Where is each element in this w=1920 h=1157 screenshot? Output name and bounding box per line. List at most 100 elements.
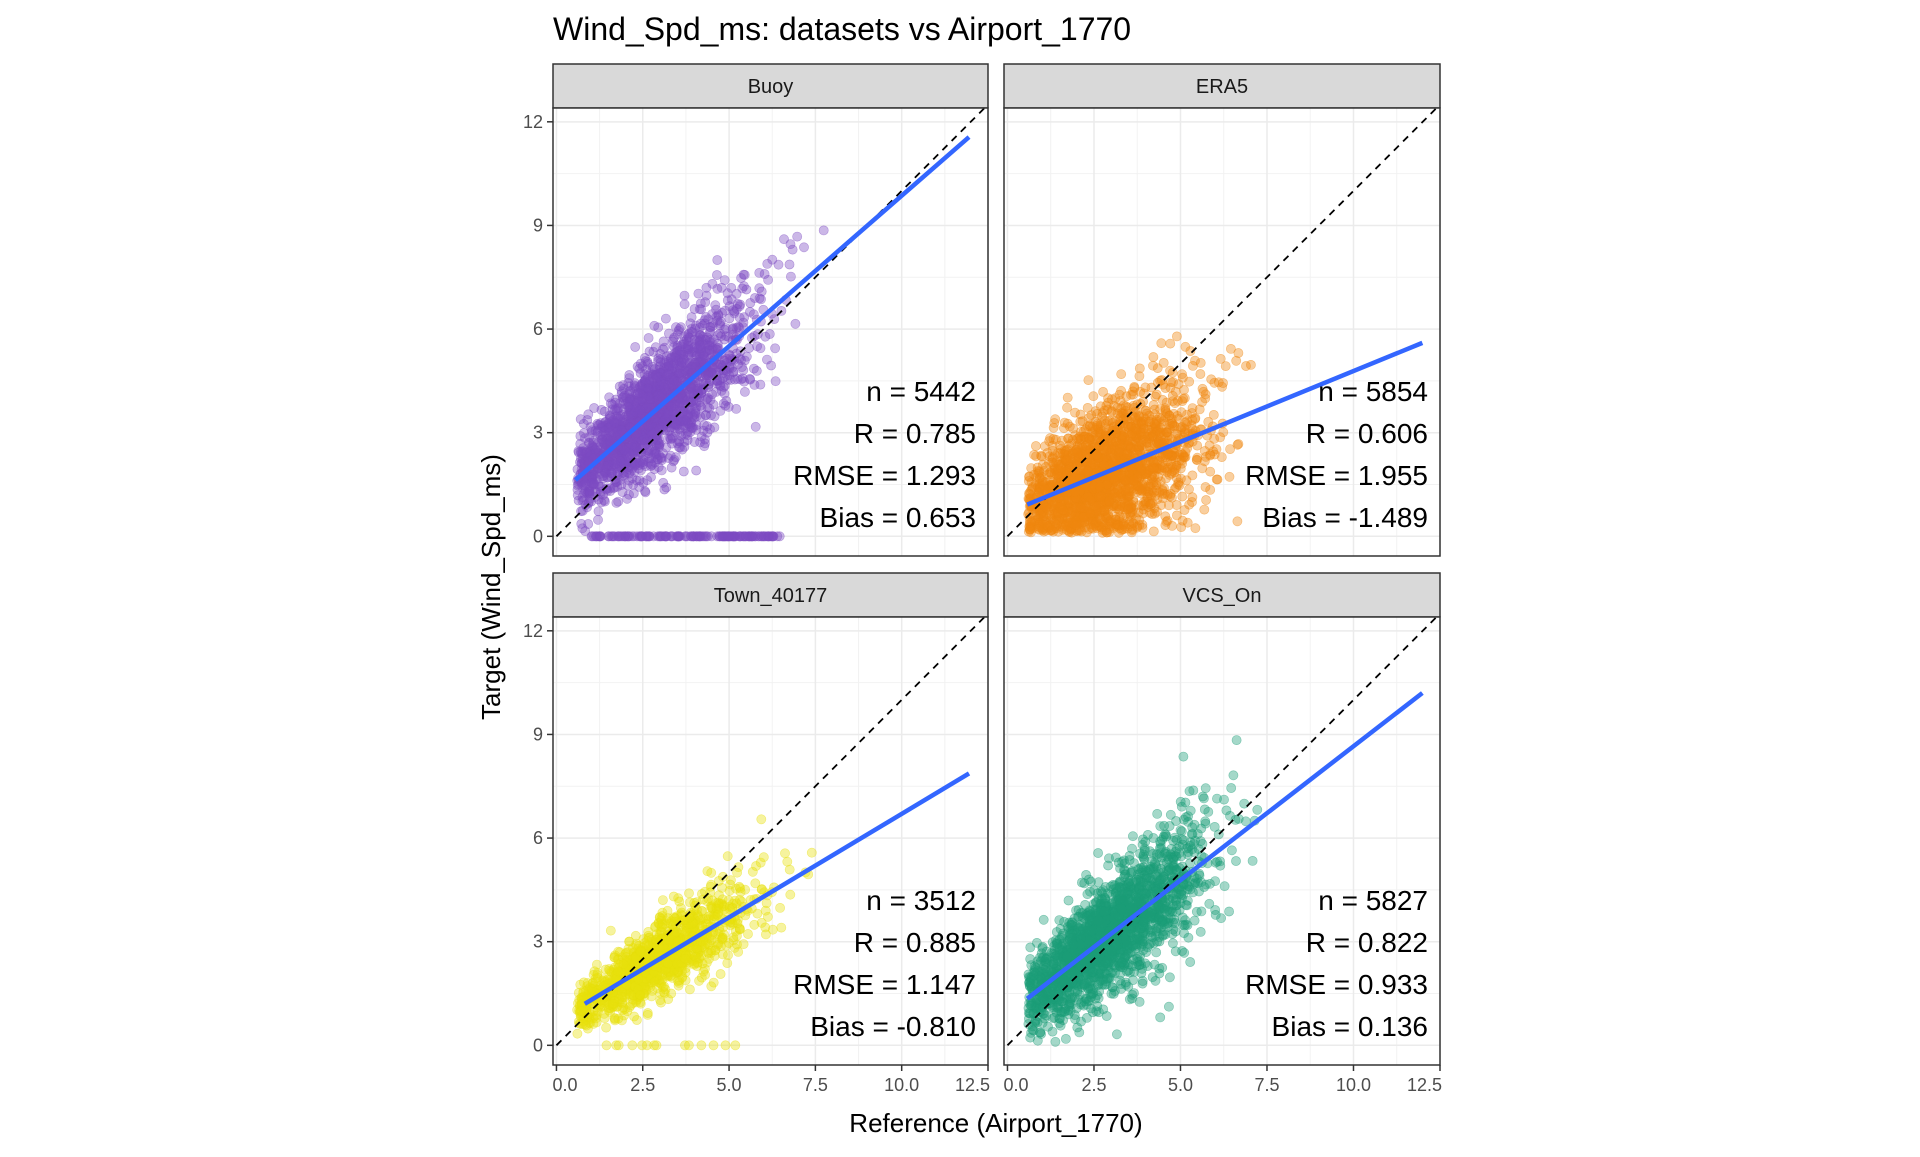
data-point bbox=[712, 312, 721, 321]
data-point bbox=[661, 532, 670, 541]
stat-label: RMSE = 1.955 bbox=[1245, 460, 1428, 491]
data-point bbox=[746, 298, 755, 307]
data-point bbox=[1057, 436, 1066, 445]
data-point bbox=[690, 437, 699, 446]
data-point bbox=[1182, 410, 1191, 419]
data-point bbox=[680, 300, 689, 309]
data-point bbox=[1159, 484, 1168, 493]
x-axis-label: Reference (Airport_1770) bbox=[849, 1108, 1142, 1138]
data-point bbox=[1063, 419, 1072, 428]
chart-title: Wind_Spd_ms: datasets vs Airport_1770 bbox=[553, 11, 1131, 47]
data-point bbox=[1117, 370, 1126, 379]
data-point bbox=[1146, 499, 1155, 508]
data-point bbox=[580, 434, 589, 443]
data-point bbox=[740, 387, 749, 396]
data-point bbox=[673, 439, 682, 448]
stat-label: n = 5442 bbox=[866, 376, 976, 407]
data-point bbox=[1173, 396, 1182, 405]
data-point bbox=[745, 343, 754, 352]
data-point bbox=[1097, 492, 1106, 501]
data-point bbox=[1031, 441, 1040, 450]
data-point bbox=[774, 260, 783, 269]
data-point bbox=[1122, 449, 1131, 458]
data-point bbox=[1045, 437, 1054, 446]
data-point bbox=[725, 886, 734, 895]
data-point bbox=[755, 284, 764, 293]
data-point bbox=[1232, 356, 1241, 365]
data-point bbox=[761, 930, 770, 939]
data-point bbox=[763, 259, 772, 268]
data-point bbox=[757, 815, 766, 824]
data-point bbox=[1049, 423, 1058, 432]
data-point bbox=[654, 323, 663, 332]
data-point bbox=[742, 285, 751, 294]
data-point bbox=[723, 959, 732, 968]
data-point bbox=[1056, 448, 1065, 457]
data-point bbox=[683, 351, 692, 360]
data-point bbox=[771, 377, 780, 386]
data-point bbox=[708, 279, 717, 288]
data-point bbox=[1073, 448, 1082, 457]
data-point bbox=[1157, 339, 1166, 348]
data-point bbox=[598, 472, 607, 481]
data-point bbox=[582, 448, 591, 457]
data-point bbox=[771, 344, 780, 353]
y-tick-label: 9 bbox=[533, 215, 543, 235]
data-point bbox=[716, 969, 725, 978]
data-point bbox=[1216, 433, 1225, 442]
data-point bbox=[707, 338, 716, 347]
data-point bbox=[596, 419, 605, 428]
data-point bbox=[656, 355, 665, 364]
data-point bbox=[1071, 488, 1080, 497]
y-tick-label: 12 bbox=[523, 112, 543, 132]
data-point bbox=[1138, 480, 1147, 489]
data-point bbox=[741, 532, 750, 541]
data-point bbox=[757, 532, 766, 541]
data-point bbox=[606, 926, 615, 935]
data-point bbox=[1169, 421, 1178, 430]
stat-label: R = 0.785 bbox=[854, 418, 976, 449]
data-point bbox=[587, 478, 596, 487]
data-point bbox=[659, 478, 668, 487]
data-point bbox=[1159, 417, 1168, 426]
data-point bbox=[689, 423, 698, 432]
data-point bbox=[1199, 387, 1208, 396]
data-point bbox=[1169, 409, 1178, 418]
data-point bbox=[651, 343, 660, 352]
data-point bbox=[749, 364, 758, 373]
data-point bbox=[1190, 356, 1199, 365]
data-point bbox=[1095, 482, 1104, 491]
data-point bbox=[1167, 469, 1176, 478]
data-point bbox=[1051, 415, 1060, 424]
data-point bbox=[1214, 378, 1223, 387]
data-point bbox=[655, 381, 664, 390]
data-point bbox=[1178, 492, 1187, 501]
data-point bbox=[594, 507, 603, 516]
data-point bbox=[767, 361, 776, 370]
data-point bbox=[1063, 526, 1072, 535]
data-point bbox=[1226, 445, 1235, 454]
data-point bbox=[1135, 520, 1144, 529]
data-point bbox=[707, 532, 716, 541]
data-point bbox=[785, 260, 794, 269]
data-point bbox=[779, 235, 788, 244]
data-point bbox=[734, 947, 743, 956]
data-point bbox=[1148, 361, 1157, 370]
data-point bbox=[1226, 344, 1235, 353]
data-point bbox=[1100, 416, 1109, 425]
data-point bbox=[1172, 511, 1181, 520]
data-point bbox=[1233, 517, 1242, 526]
data-point bbox=[1246, 360, 1255, 369]
data-point bbox=[786, 272, 795, 281]
data-point bbox=[687, 532, 696, 541]
data-point bbox=[593, 515, 602, 524]
data-point bbox=[1181, 448, 1190, 457]
data-point bbox=[819, 226, 828, 235]
data-point bbox=[683, 343, 692, 352]
data-point bbox=[1096, 437, 1105, 446]
data-point bbox=[1088, 524, 1097, 533]
data-point bbox=[659, 337, 668, 346]
data-point bbox=[1030, 470, 1039, 479]
